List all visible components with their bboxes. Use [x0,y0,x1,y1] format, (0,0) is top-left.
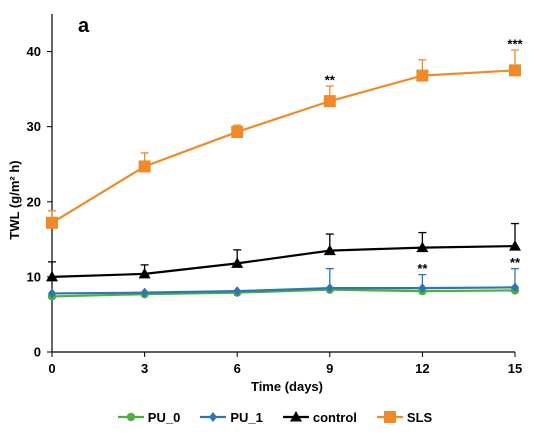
legend-marker-sls [383,411,396,423]
legend-marker-pu-0 [126,412,135,422]
series-line-pu-1 [51,286,516,295]
data-point-sls [138,160,151,173]
data-point-pu-1 [325,283,334,294]
legend-label-sls: SLS [406,409,433,425]
legend-swatch-pu-0 [117,412,144,422]
legend-swatch-control [282,411,309,422]
data-point-pu-1 [48,288,56,299]
data-point-control [323,244,336,256]
data-point-control [231,257,244,268]
legend-swatch-sls [376,411,403,423]
significance-annotations: ******* ** [325,37,524,277]
y-axis-title: TWL (g/m² h) [7,160,22,239]
legend-item-pu-0: PU_0 [117,409,181,425]
x-tick-label: 3 [141,361,148,376]
data-point-control [509,240,521,251]
legend-label-control: control [312,409,357,425]
data-point-pu-1 [140,287,149,298]
legend: PU_0 PU_1 control SLS [0,405,550,429]
series-markers [46,64,521,301]
y-tick-label: 10 [27,269,41,284]
data-point-control [46,270,58,282]
data-point-pu-1 [233,286,242,297]
y-tick-label: 30 [27,119,41,134]
data-point-sls [509,64,521,77]
data-point-control [138,267,151,279]
data-point-sls [231,125,244,138]
data-point-sls [323,95,336,108]
x-tick-label: 0 [48,361,55,376]
significance-marker: ** [417,261,428,276]
x-axis-title: Time (days) [251,379,323,394]
y-tick-label: 20 [27,194,41,209]
data-point-sls [416,69,429,82]
legend-item-sls: SLS [376,409,433,425]
significance-marker: ** [325,73,336,88]
series-line-pu-0 [51,288,516,298]
x-tick-label: 15 [508,361,522,376]
legend-item-control: control [282,409,357,425]
legend-item-pu-1: PU_1 [200,410,263,425]
data-point-pu-1 [511,282,519,293]
legend-label-pu-1: PU_1 [230,409,263,425]
panel-label: a [78,15,90,37]
data-point-control [416,241,429,253]
legend-label-pu-0: PU_0 [147,409,181,425]
error-bars [48,49,519,289]
legend-marker-control [289,411,302,422]
y-tick-label: 40 [27,44,41,59]
significance-marker: *** [507,37,523,52]
x-tick-label: 9 [326,361,333,376]
series-lines [51,69,516,298]
x-tick-label: 12 [415,361,429,376]
axes: 0 10 20 30 40 0 3 6 9 12 15 [27,14,522,376]
series-line-control [51,244,516,278]
legend-marker-pu-1 [209,412,218,422]
x-tick-label: 6 [234,361,241,376]
legend-swatch-pu-1 [200,412,227,422]
significance-marker: ** [510,255,521,270]
y-tick-label: 0 [34,345,41,360]
series-line-sls [51,69,516,224]
data-point-sls [46,216,58,229]
data-point-pu-1 [418,283,427,294]
